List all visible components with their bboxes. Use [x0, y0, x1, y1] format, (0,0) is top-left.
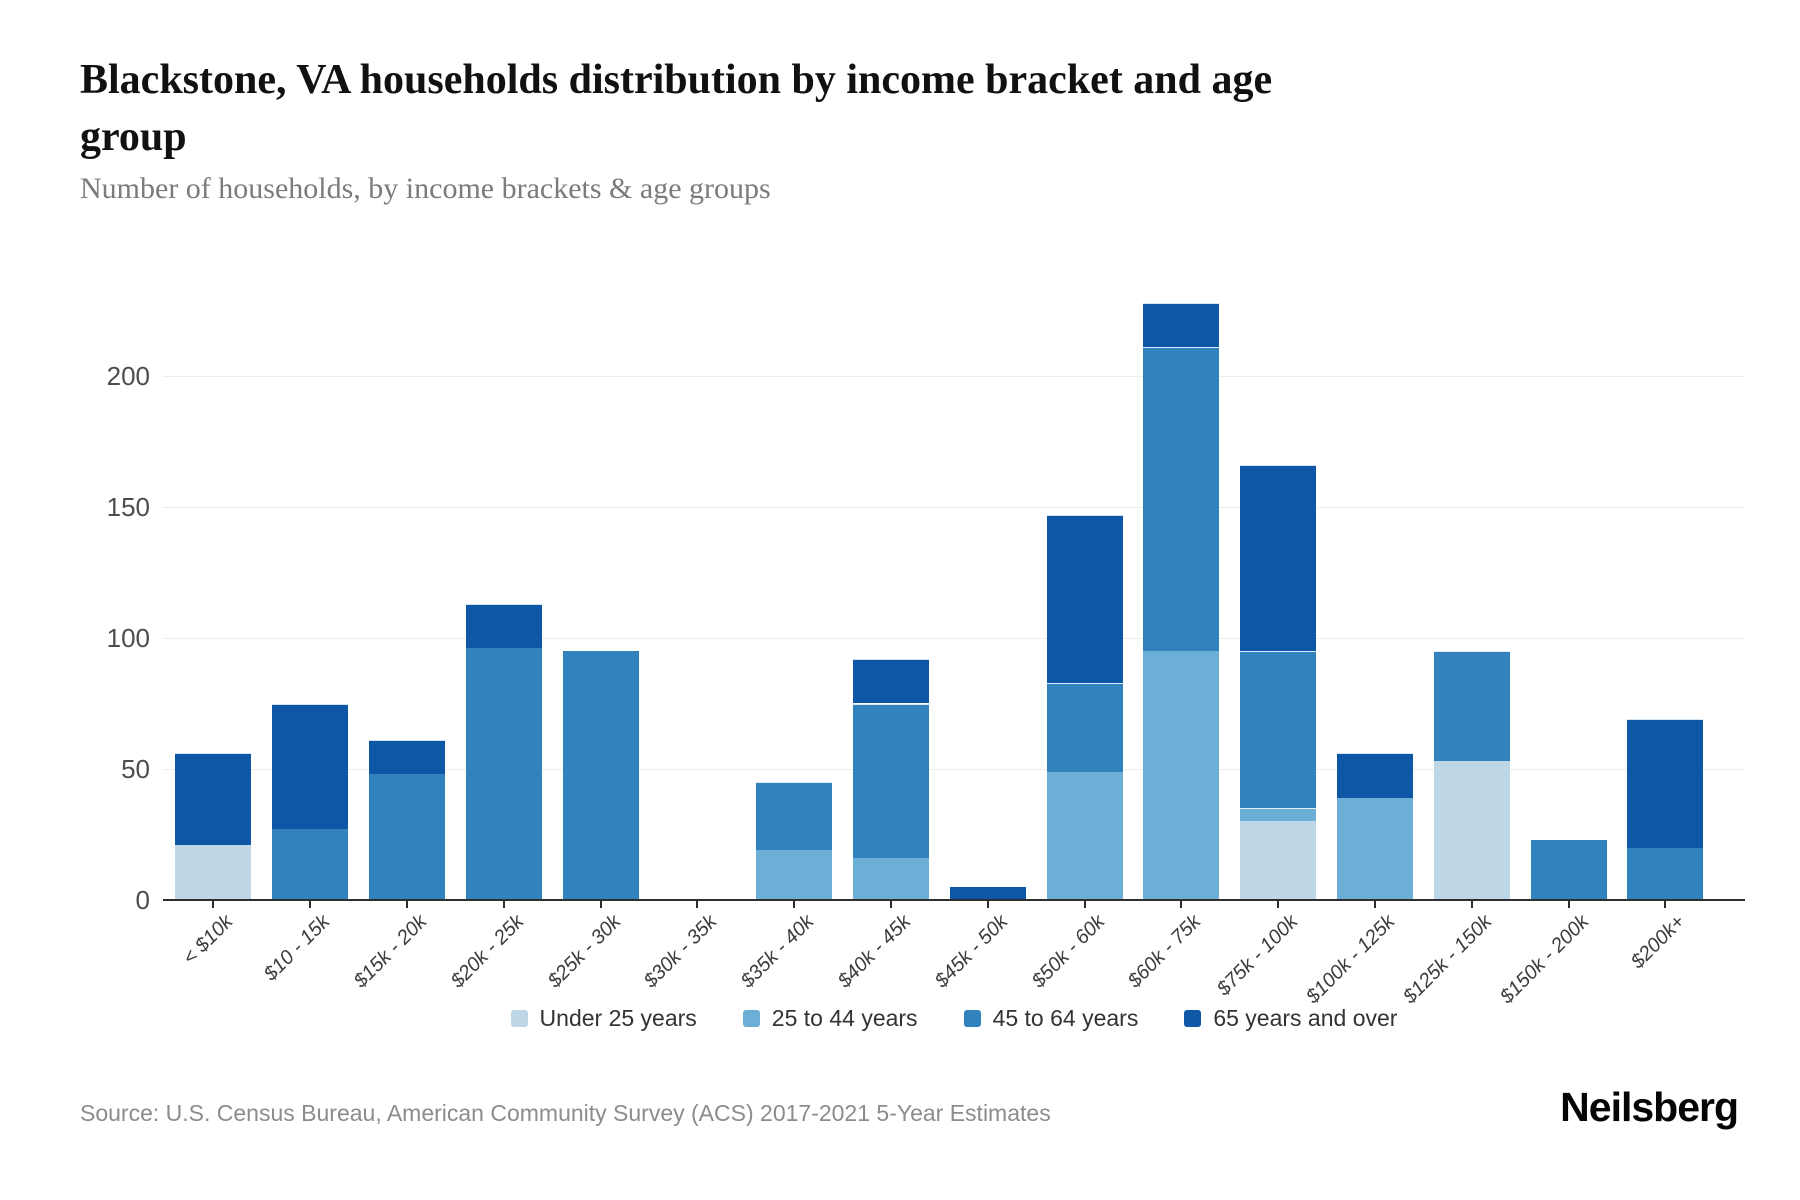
bar-segment [369, 774, 445, 900]
legend-swatch [510, 1009, 528, 1027]
y-gridline [163, 376, 1745, 377]
bar-segment [1240, 821, 1317, 900]
bar-segment [1046, 514, 1123, 683]
y-gridline [163, 769, 1745, 770]
x-axis-tick [1180, 901, 1183, 908]
bar-segment [1433, 761, 1510, 900]
bar-segment [175, 753, 252, 845]
x-axis-tick [1567, 901, 1570, 908]
legend-label: 65 years and over [1213, 1004, 1398, 1031]
x-axis-tick [309, 901, 312, 908]
x-axis-tick [793, 901, 796, 908]
bar-segment [1240, 808, 1317, 822]
legend-item: 65 years and over [1184, 1005, 1397, 1032]
bar-segment [1143, 651, 1220, 900]
legend-swatch [742, 1009, 760, 1027]
bar-segment [1627, 719, 1704, 848]
legend-label: Under 25 years [539, 1004, 697, 1031]
bar-segment [175, 844, 252, 900]
chart-legend: Under 25 years 25 to 44 years 45 to 64 yea… [163, 998, 1745, 1038]
legend-item: Under 25 years [510, 1004, 697, 1032]
bar-segment [853, 703, 929, 859]
bar-segment [1046, 771, 1123, 900]
neilsberg-logo: Neilsberg [1560, 1084, 1739, 1130]
y-axis-label: 100 [106, 623, 150, 653]
bar-segment [272, 703, 349, 830]
bar-segment [853, 858, 929, 900]
bar-segment [1337, 753, 1413, 798]
legend-item: 25 to 44 years [742, 1004, 918, 1032]
x-axis-tick [599, 901, 602, 908]
bar-segment [1337, 797, 1413, 900]
y-axis-label: 50 [121, 754, 150, 784]
x-axis-tick [1083, 901, 1086, 908]
y-axis-label: 0 [135, 885, 150, 915]
bar-segment [1240, 651, 1317, 809]
legend-swatch [963, 1009, 981, 1027]
bar-segment [1240, 465, 1317, 652]
bar-segment [369, 740, 445, 775]
bar-segment [1433, 651, 1510, 762]
bar-segment [949, 886, 1026, 900]
x-axis-tick [1374, 901, 1376, 908]
x-axis-tick [406, 901, 408, 908]
bar-segment [1530, 839, 1607, 900]
x-axis-tick [890, 901, 892, 908]
legend-label: 25 to 44 years [771, 1004, 918, 1031]
bar-segment [756, 782, 833, 851]
x-axis-tick [696, 901, 699, 908]
legend-label: 45 to 64 years [992, 1004, 1139, 1031]
legend-swatch [1184, 1009, 1202, 1027]
source-note: Source: U.S. Census Bureau, American Com… [80, 1100, 1051, 1126]
page-subtitle: Number of households, by income brackets… [80, 172, 771, 205]
bar-segment [272, 829, 349, 900]
x-axis-line [163, 899, 1745, 901]
bar-segment [1143, 347, 1220, 652]
page-title: Blackstone, VA households distribution b… [80, 57, 1273, 160]
x-axis-tick [212, 901, 215, 908]
y-gridline [163, 507, 1745, 508]
x-axis-tick [986, 901, 989, 908]
bar-segment [756, 850, 833, 900]
legend-item: 45 to 64 years [963, 1004, 1139, 1032]
x-axis-tick [1470, 901, 1473, 908]
bar-segment [562, 651, 639, 900]
bar-segment [465, 648, 542, 900]
bar-segment [853, 658, 929, 704]
y-gridline [163, 638, 1745, 639]
y-axis-label: 150 [106, 492, 150, 522]
bar-segment [1627, 847, 1704, 900]
y-axis-label: 200 [106, 361, 150, 391]
x-axis-tick [502, 901, 505, 908]
x-axis-tick [1277, 901, 1280, 908]
bar-segment [1143, 302, 1220, 348]
bar-segment [465, 603, 542, 649]
x-axis-tick [1664, 901, 1667, 908]
bar-segment [1046, 682, 1123, 772]
